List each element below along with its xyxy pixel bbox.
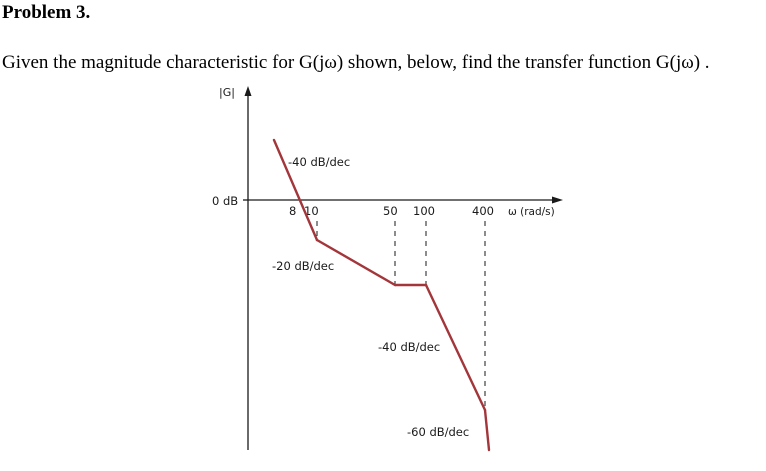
- segment-minus-60: [483, 408, 491, 452]
- x-axis-label: ω (rad/s): [508, 206, 555, 218]
- tick-label-10: 10: [304, 204, 319, 218]
- zero-db-label: 0 dB: [212, 194, 238, 208]
- tick-label-8: 8: [289, 204, 296, 218]
- tick-label-400: 400: [472, 204, 494, 218]
- segment-minus-20: [315, 238, 397, 287]
- tick-label-100: 100: [413, 204, 435, 218]
- magnitude-curve: [272, 138, 491, 452]
- slope-label-minus-60: -60 dB/dec: [407, 425, 469, 439]
- problem-heading: Problem 3.: [2, 2, 91, 23]
- x-axis-arrow: [552, 196, 563, 204]
- slope-label-minus-40-low: -40 dB/dec: [288, 155, 350, 169]
- segment-minus-40-high: [424, 283, 487, 412]
- tick-label-50: 50: [383, 204, 398, 218]
- problem-statement: Given the magnitude characteristic for G…: [2, 52, 710, 73]
- slope-label-minus-20: -20 dB/dec: [272, 259, 334, 273]
- segment-minus-40-low: [272, 138, 319, 242]
- slope-label-minus-40-high: -40 dB/dec: [378, 340, 440, 354]
- y-axis-label: |G|: [219, 86, 235, 99]
- y-axis-arrow: [244, 86, 252, 96]
